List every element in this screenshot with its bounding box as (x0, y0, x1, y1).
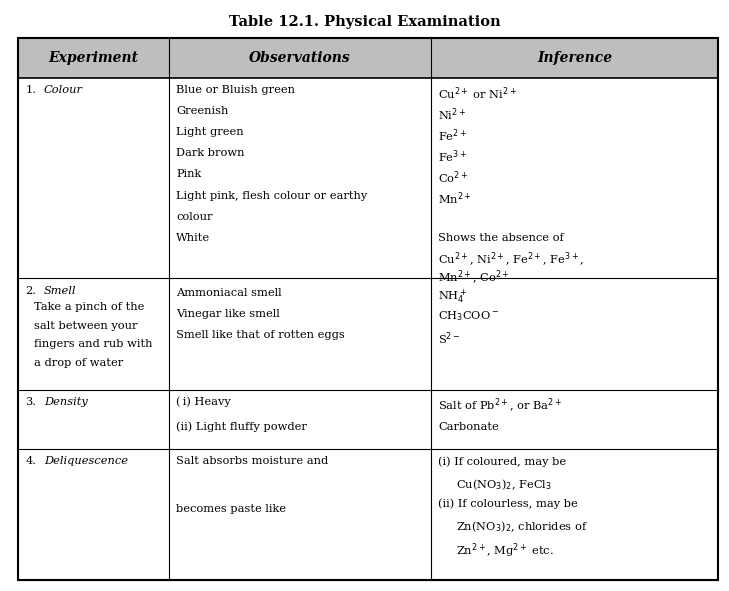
Text: Zn(NO$_3$)$_2$, chlorides of: Zn(NO$_3$)$_2$, chlorides of (438, 519, 588, 534)
Text: Cu(NO$_3$)$_2$, FeCl$_3$: Cu(NO$_3$)$_2$, FeCl$_3$ (438, 478, 553, 492)
Text: a drop of water: a drop of water (34, 358, 123, 368)
Bar (168, 389, 431, 449)
Text: Light green: Light green (176, 127, 243, 137)
Text: Mn$^{2+}$, Co$^{2+}$: Mn$^{2+}$, Co$^{2+}$ (438, 269, 510, 287)
Text: S$^{2-}$: S$^{2-}$ (438, 330, 461, 347)
Text: 2.: 2. (26, 285, 36, 296)
Text: Pink: Pink (176, 170, 201, 180)
Text: Take a pinch of the: Take a pinch of the (34, 302, 144, 312)
Bar (18, 38, 168, 78)
Text: Cu$^{2+}$, Ni$^{2+}$, Fe$^{2+}$, Fe$^{3+}$,: Cu$^{2+}$, Ni$^{2+}$, Fe$^{2+}$, Fe$^{3+… (438, 251, 585, 269)
Text: Density: Density (44, 397, 87, 407)
Text: Carbonate: Carbonate (438, 422, 499, 432)
Text: becomes paste like: becomes paste like (176, 504, 286, 514)
Text: Mn$^{2+}$: Mn$^{2+}$ (438, 191, 472, 207)
Text: Fe$^{3+}$: Fe$^{3+}$ (438, 148, 467, 165)
Text: White: White (176, 233, 210, 243)
Text: Inference: Inference (537, 51, 612, 65)
Bar (168, 278, 431, 389)
Bar (168, 449, 431, 580)
Text: Fe$^{2+}$: Fe$^{2+}$ (438, 127, 467, 144)
Text: Smell: Smell (44, 285, 77, 296)
Text: salt between your: salt between your (34, 321, 138, 331)
Text: 3.: 3. (26, 397, 36, 407)
Bar (18, 78, 168, 278)
Bar (168, 38, 431, 78)
Text: Ni$^{2+}$: Ni$^{2+}$ (438, 106, 467, 123)
Text: Colour: Colour (44, 85, 82, 95)
Text: Shows the absence of: Shows the absence of (438, 233, 564, 243)
Text: Dark brown: Dark brown (176, 148, 244, 158)
Text: Salt absorbs moisture and: Salt absorbs moisture and (176, 456, 328, 466)
Text: (ii) If colourless, may be: (ii) If colourless, may be (438, 499, 578, 509)
Text: Deliquescence: Deliquescence (44, 456, 128, 466)
Text: ( i) Heavy: ( i) Heavy (176, 397, 231, 407)
Text: Salt of Pb$^{2+}$, or Ba$^{2+}$: Salt of Pb$^{2+}$, or Ba$^{2+}$ (438, 397, 563, 415)
Text: Ammoniacal smell: Ammoniacal smell (176, 288, 281, 298)
Text: Co$^{2+}$: Co$^{2+}$ (438, 170, 469, 186)
Bar (168, 78, 431, 278)
Text: Cu$^{2+}$ or Ni$^{2+}$: Cu$^{2+}$ or Ni$^{2+}$ (438, 85, 518, 102)
Bar (431, 389, 718, 449)
Text: (i) If coloured, may be: (i) If coloured, may be (438, 456, 566, 467)
Text: Table 12.1. Physical Examination: Table 12.1. Physical Examination (229, 15, 500, 29)
Text: Greenish: Greenish (176, 106, 228, 116)
Text: Vinegar like smell: Vinegar like smell (176, 309, 280, 319)
Text: fingers and rub with: fingers and rub with (34, 339, 153, 349)
Bar (18, 449, 168, 580)
Text: 1.: 1. (26, 85, 36, 95)
Text: CH$_3$COO$^-$: CH$_3$COO$^-$ (438, 309, 499, 323)
Text: Light pink, flesh colour or earthy: Light pink, flesh colour or earthy (176, 191, 367, 200)
Text: Experiment: Experiment (48, 51, 139, 65)
Text: colour: colour (176, 212, 212, 222)
Text: 4.: 4. (26, 456, 36, 466)
Text: Blue or Bluish green: Blue or Bluish green (176, 85, 295, 95)
Bar (431, 78, 718, 278)
Text: Observations: Observations (249, 51, 351, 65)
Text: NH$_4^+$: NH$_4^+$ (438, 288, 468, 306)
Bar (431, 278, 718, 389)
Bar (18, 389, 168, 449)
Text: Zn$^{2+}$, Mg$^{2+}$ etc.: Zn$^{2+}$, Mg$^{2+}$ etc. (438, 541, 554, 560)
Bar (431, 449, 718, 580)
Text: (ii) Light fluffy powder: (ii) Light fluffy powder (176, 422, 307, 432)
Bar (431, 38, 718, 78)
Text: Smell like that of rotten eggs: Smell like that of rotten eggs (176, 330, 345, 340)
Bar (18, 278, 168, 389)
